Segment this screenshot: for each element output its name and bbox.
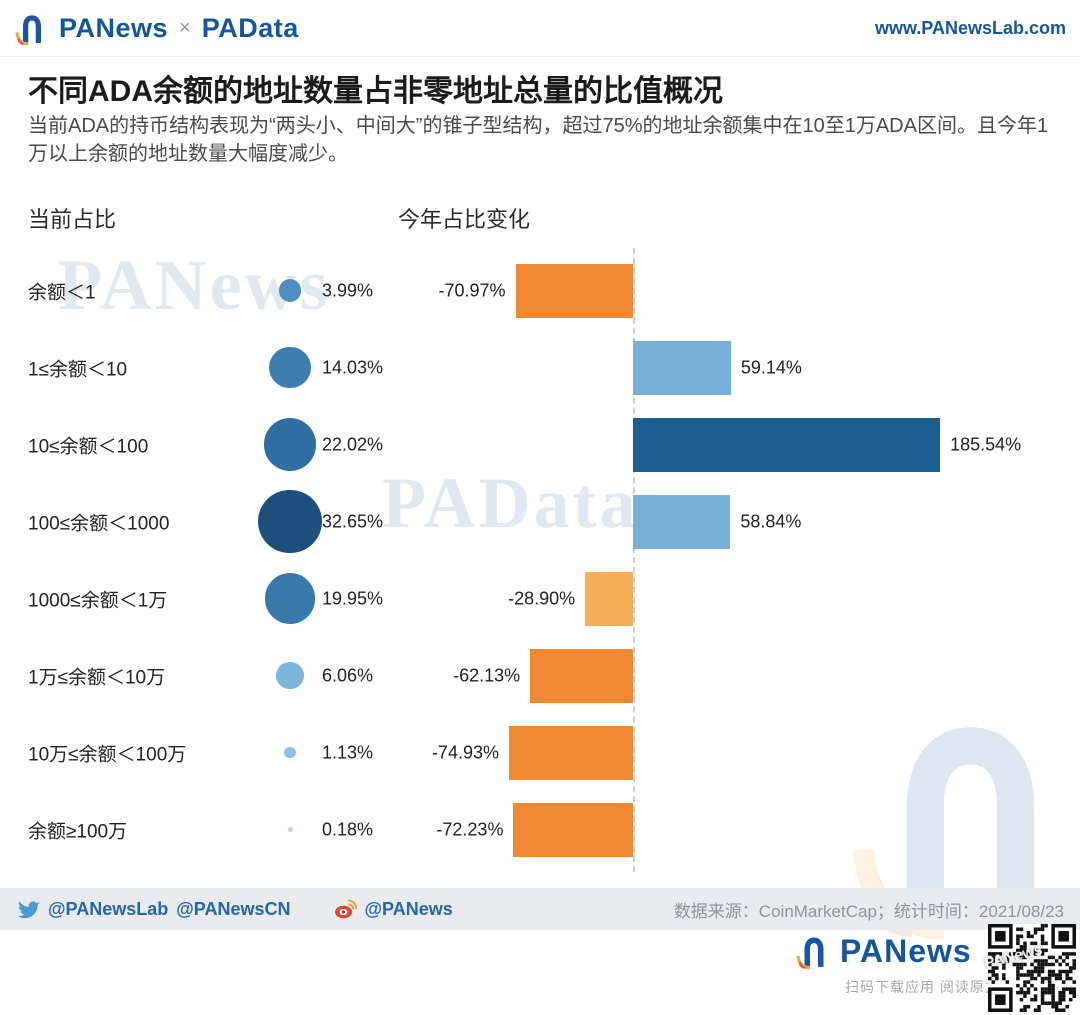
change-value-label: 59.14% <box>740 357 802 377</box>
chart-row: 10≤余额＜100 22.02% 185.54% <box>0 406 1080 483</box>
chart-rows: 余额＜1 3.99% -70.97% 1≤余额＜10 14.03% 59.14% 10≤余额… <box>0 252 1080 868</box>
category-label: 10万≤余额＜100万 <box>28 744 187 765</box>
website-link[interactable]: www.PANewsLab.com <box>874 17 1066 38</box>
share-bubble <box>278 279 302 302</box>
bottom-brand: PANews <box>795 932 972 970</box>
weibo-icon <box>334 899 357 919</box>
twitter-handle-panewscn[interactable]: @PANewsCN <box>176 898 291 919</box>
category-label: 余额＜1 <box>28 282 96 303</box>
header: PANews × PAData www.PANewsLab.com <box>0 0 1080 57</box>
change-bar <box>633 494 731 549</box>
chart-row: 余额＜1 3.99% -70.97% <box>0 252 1080 329</box>
change-bar <box>513 802 633 857</box>
change-bar <box>585 571 633 626</box>
weibo-handle-panews[interactable]: @PANews <box>364 898 453 919</box>
share-bubble <box>264 573 315 624</box>
brand-separator: × <box>179 16 191 39</box>
share-bubble <box>258 489 322 554</box>
share-value-label: 22.02% <box>322 434 384 454</box>
change-bar <box>633 417 941 472</box>
qr-code <box>988 924 1076 1012</box>
footer-bar: @PANewsLab @PANewsCN @PANews 数据来源：CoinMa… <box>0 888 1080 930</box>
share-value-label: 32.65% <box>322 511 384 531</box>
change-value-label: -74.93% <box>431 742 499 762</box>
share-bubble <box>287 827 293 832</box>
bottom-panews-logo-icon <box>796 937 824 970</box>
chart-row: 100≤余额＜1000 32.65% 58.84% <box>0 483 1080 560</box>
share-value-label: 1.13% <box>322 742 374 762</box>
share-value-label: 0.18% <box>322 819 374 839</box>
page-title: 不同ADA余额的地址数量占非零地址总量的比值概况 <box>28 75 723 108</box>
change-value-label: 185.54% <box>950 434 1022 454</box>
share-value-label: 19.95% <box>322 588 384 608</box>
share-value-label: 3.99% <box>322 280 374 300</box>
category-label: 100≤余额＜1000 <box>28 513 170 534</box>
category-label: 1万≤余额＜10万 <box>28 667 166 688</box>
category-label: 10≤余额＜100 <box>28 436 149 457</box>
change-value-label: -72.23% <box>436 819 504 839</box>
chart-row: 10万≤余额＜100万 1.13% -74.93% <box>0 714 1080 791</box>
weibo-wrap: @PANews <box>333 897 453 921</box>
zero-axis-line <box>633 248 635 872</box>
change-bar <box>515 263 633 318</box>
brand-padata-text: PAData <box>201 12 299 43</box>
change-bar <box>633 340 731 395</box>
share-bubble <box>276 661 304 690</box>
column-header-share: 当前占比 <box>28 207 117 232</box>
chart-row: 1万≤余额＜10万 6.06% -62.13% <box>0 637 1080 714</box>
panews-logo-icon <box>15 15 41 46</box>
bottom-brand-text: PANews <box>840 932 972 969</box>
share-value-label: 6.06% <box>322 665 374 685</box>
share-bubble <box>284 746 296 759</box>
category-label: 1≤余额＜10 <box>28 359 128 380</box>
share-value-label: 14.03% <box>322 357 384 377</box>
change-bar <box>508 725 633 780</box>
chart-row: 余额≥100万 0.18% -72.23% <box>0 791 1080 868</box>
brand-panews-text: PANews <box>59 12 169 43</box>
change-value-label: -28.90% <box>508 588 576 608</box>
share-bubble <box>263 418 317 471</box>
scan-caption: 扫码下载应用 阅读原文 <box>845 979 1000 995</box>
change-value-label: -62.13% <box>453 665 521 685</box>
twitter-handle-panewslab[interactable]: @PANewsLab <box>48 898 169 919</box>
chart-row: 1000≤余额＜1万 19.95% -28.90% <box>0 560 1080 637</box>
brand: PANews × PAData <box>14 10 299 46</box>
change-value-label: -70.97% <box>438 280 506 300</box>
chart-row: 1≤余额＜10 14.03% 59.14% <box>0 329 1080 406</box>
category-label: 余额≥100万 <box>28 821 128 842</box>
share-bubble <box>269 346 311 389</box>
twitter-icon <box>18 900 40 919</box>
column-header-change: 今年占比变化 <box>398 207 531 232</box>
change-bar <box>530 648 633 703</box>
data-source-text: 数据来源：CoinMarketCap；统计时间：2021/08/23 <box>673 901 1064 921</box>
category-label: 1000≤余额＜1万 <box>28 590 168 611</box>
page-subtitle: 当前ADA的持币结构表现为“两头小、中间大”的锥子型结构，超过75%的地址余额集… <box>28 115 1049 166</box>
change-value-label: 58.84% <box>740 511 802 531</box>
